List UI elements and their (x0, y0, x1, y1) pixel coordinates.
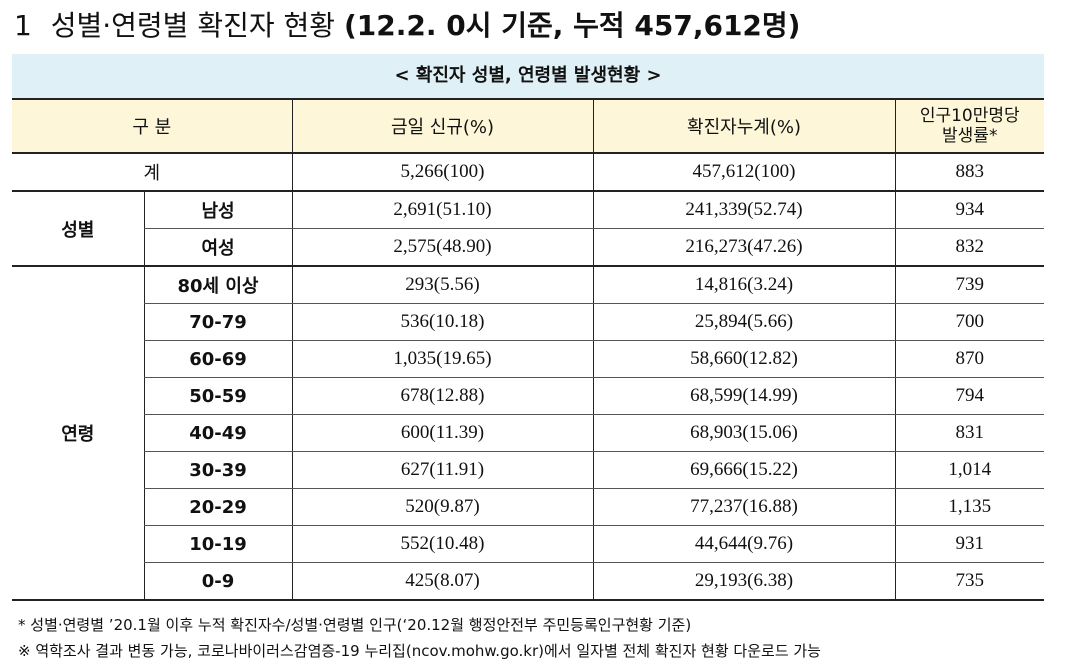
row-new: 1,035(19.65) (291, 340, 593, 378)
row-label: 20-29 (143, 488, 292, 526)
row-new: 2,575(48.90) (291, 228, 593, 267)
row-cumulative: 25,894(5.66) (592, 303, 895, 341)
row-label: 70-79 (143, 303, 292, 341)
row-rate: 934 (894, 191, 1044, 229)
row-cumulative: 68,599(14.99) (592, 377, 895, 415)
header-new-today: 금일 신규(%) (291, 100, 593, 154)
page-heading: 1 성별·연령별 확진자 현황 (12.2. 0시 기준, 누적 457,612… (14, 4, 800, 48)
row-label: 30-39 (143, 451, 292, 489)
case-table: 구 분 금일 신규(%) 확진자누계(%) 인구10만명당 발생률* 계 5,2… (12, 100, 1044, 601)
row-cumulative: 58,660(12.82) (592, 340, 895, 378)
footnote-rate: * 성별·연령별 ’20.1월 이후 누적 확진자수/성별·연령별 인구(‘20… (18, 616, 692, 634)
row-label: 10-19 (143, 525, 292, 563)
row-new: 552(10.48) (291, 525, 593, 563)
row-cumulative: 216,273(47.26) (592, 228, 895, 267)
header-cumulative: 확진자누계(%) (592, 100, 895, 154)
total-new: 5,266(100) (291, 153, 593, 192)
heading-summary: (12.2. 0시 기준, 누적 457,612명) (343, 9, 801, 42)
row-rate: 870 (894, 340, 1044, 378)
row-cumulative: 68,903(15.06) (592, 414, 895, 452)
table-row: 성별 남성 2,691(51.10) 241,339(52.74) 934 (12, 191, 1044, 267)
table-row: 20-29 520(9.87) 77,237(16.88) 1,135 (12, 488, 1044, 526)
row-new: 678(12.88) (291, 377, 593, 415)
table-row: 30-39 627(11.91) 69,666(15.22) 1,014 (12, 451, 1044, 489)
age-group-label: 연령 (12, 266, 144, 601)
row-rate: 831 (894, 414, 1044, 452)
row-cumulative: 77,237(16.88) (592, 488, 895, 526)
row-rate: 700 (894, 303, 1044, 341)
row-rate: 1,135 (894, 488, 1044, 526)
total-label: 계 (12, 153, 292, 192)
header-row: 구 분 금일 신규(%) 확진자누계(%) 인구10만명당 발생률* (12, 100, 1044, 154)
table-row-total: 계 5,266(100) 457,612(100) 883 (12, 153, 1044, 192)
table-row: 40-49 600(11.39) 68,903(15.06) 831 (12, 414, 1044, 452)
row-new: 536(10.18) (291, 303, 593, 341)
row-cumulative: 29,193(6.38) (592, 562, 895, 601)
table-row: 여성 2,575(48.90) 216,273(47.26) 832 (12, 228, 1044, 267)
total-cumulative: 457,612(100) (592, 153, 895, 192)
header-rate: 인구10만명당 발생률* (894, 100, 1044, 154)
row-cumulative: 69,666(15.22) (592, 451, 895, 489)
row-rate: 832 (894, 228, 1044, 267)
row-cumulative: 241,339(52.74) (592, 191, 895, 229)
row-label: 여성 (143, 228, 292, 267)
row-rate: 739 (894, 266, 1044, 304)
total-rate: 883 (894, 153, 1044, 192)
row-label: 80세 이상 (143, 266, 292, 304)
row-new: 520(9.87) (291, 488, 593, 526)
row-cumulative: 44,644(9.76) (592, 525, 895, 563)
row-new: 293(5.56) (291, 266, 593, 304)
header-rate-line2: 발생률* (942, 126, 998, 146)
table-row: 0-9 425(8.07) 29,193(6.38) 735 (12, 562, 1044, 601)
table-caption: < 확진자 성별, 연령별 발생현황 > (12, 54, 1044, 100)
heading-title: 성별·연령별 확진자 현황 (50, 9, 336, 42)
sex-group-label: 성별 (12, 191, 144, 267)
section-number: 1 (14, 9, 32, 42)
row-label: 40-49 (143, 414, 292, 452)
row-rate: 794 (894, 377, 1044, 415)
table-row: 10-19 552(10.48) 44,644(9.76) 931 (12, 525, 1044, 563)
row-rate: 931 (894, 525, 1044, 563)
footnote-source: ※ 역학조사 결과 변동 가능, 코로나바이러스감염증-19 누리집(ncov.… (18, 642, 821, 660)
row-label: 0-9 (143, 562, 292, 601)
row-new: 627(11.91) (291, 451, 593, 489)
row-label: 남성 (143, 191, 292, 229)
footnotes: * 성별·연령별 ’20.1월 이후 누적 확진자수/성별·연령별 인구(‘20… (18, 612, 821, 664)
table-row: 연령 80세 이상 293(5.56) 14,816(3.24) 739 (12, 266, 1044, 601)
row-rate: 1,014 (894, 451, 1044, 489)
table-row: 70-79 536(10.18) 25,894(5.66) 700 (12, 303, 1044, 341)
row-cumulative: 14,816(3.24) (592, 266, 895, 304)
header-rate-line1: 인구10만명당 (919, 106, 1020, 126)
row-new: 425(8.07) (291, 562, 593, 601)
table-row: 50-59 678(12.88) 68,599(14.99) 794 (12, 377, 1044, 415)
row-label: 60-69 (143, 340, 292, 378)
header-category: 구 분 (12, 100, 292, 154)
row-new: 600(11.39) (291, 414, 593, 452)
row-label: 50-59 (143, 377, 292, 415)
row-rate: 735 (894, 562, 1044, 601)
row-new: 2,691(51.10) (291, 191, 593, 229)
case-table-block: < 확진자 성별, 연령별 발생현황 > 구 분 금일 신규(%) 확진자누계(… (12, 54, 1044, 601)
table-row: 60-69 1,035(19.65) 58,660(12.82) 870 (12, 340, 1044, 378)
